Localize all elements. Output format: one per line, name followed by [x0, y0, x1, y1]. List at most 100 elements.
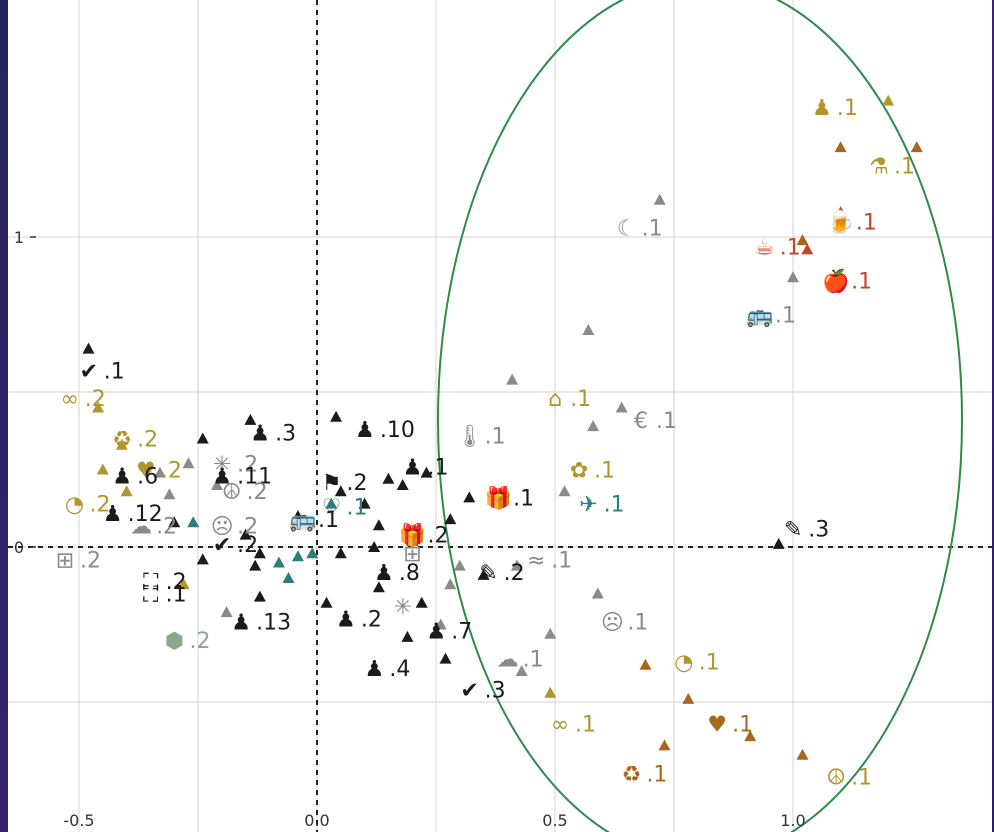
jar-icon: ⊞	[56, 548, 74, 573]
point-label: ☮ .2	[222, 480, 268, 505]
data-point	[463, 491, 476, 503]
point-label: ∞ .2	[61, 387, 106, 412]
data-points	[82, 94, 923, 760]
point-label-text: .1	[427, 455, 448, 480]
point-label: ♟ .3	[250, 421, 296, 446]
point-label: ◔ .1	[674, 651, 720, 676]
gift-icon: 🎁	[399, 523, 426, 549]
point-label-text: .2	[80, 548, 101, 573]
plot-panel	[8, 0, 992, 832]
data-point	[82, 342, 95, 354]
data-point	[96, 463, 109, 475]
point-labels: ♟ .1⚗ .1🍺 .1☕ .1🍎 .1🚌 .1☾ .1✔ .1∞ .2 ⌂ .1€ .1♻ .2 ♟ .3 ♟…	[56, 96, 915, 791]
data-point	[787, 271, 799, 283]
point-label-text: .2	[137, 428, 158, 453]
data-point	[244, 413, 257, 425]
point-label-text: .1	[594, 459, 615, 484]
data-point	[882, 94, 895, 106]
point-label: 🌡 .1	[456, 424, 506, 449]
heart-outline-icon: ♡	[322, 496, 342, 521]
data-point	[506, 373, 519, 385]
point-label: ⊞	[403, 542, 421, 567]
point-label-text: .1	[570, 387, 591, 412]
point-label: € .1	[634, 409, 677, 434]
data-point	[834, 141, 847, 153]
data-point	[772, 537, 785, 549]
point-label-text: .1	[837, 96, 858, 121]
data-point	[182, 457, 195, 469]
x-tick-label: -0.5	[63, 811, 94, 830]
data-point	[834, 206, 847, 218]
data-point	[582, 324, 595, 335]
moon-icon: ☾	[617, 217, 637, 242]
data-point	[153, 466, 166, 478]
data-point	[253, 590, 266, 602]
point-label-text: .1	[856, 211, 877, 236]
chess-pawn-icon: ♟	[812, 96, 832, 121]
data-point	[515, 665, 528, 676]
point-label: ⛶ .1	[143, 583, 187, 608]
point-label-text: .4	[389, 657, 410, 682]
point-label: ♥ .2	[136, 459, 182, 484]
sad-face-icon: ☹	[601, 610, 624, 635]
cloud-icon: ☁	[497, 648, 519, 673]
point-label-text: .7	[451, 620, 472, 645]
data-point	[291, 550, 304, 562]
cluster-outline	[437, 0, 963, 832]
data-point	[187, 516, 200, 528]
point-label-text: .2	[161, 459, 182, 484]
data-point	[406, 534, 419, 546]
point-label: 🎁 .1	[484, 485, 534, 511]
point-label: 🎁 .2	[399, 523, 449, 549]
point-label-text: .1	[551, 548, 572, 573]
x-tick-label: 1.0	[780, 811, 805, 830]
point-label-text: .1	[575, 713, 596, 738]
point-label-text: .1	[604, 493, 625, 518]
point-label-text: .1	[732, 713, 753, 738]
data-point	[239, 528, 252, 540]
point-label-text: .1	[642, 217, 663, 242]
data-point	[368, 541, 381, 552]
data-point	[639, 658, 652, 670]
point-label: ♟ .7	[426, 620, 472, 645]
point-label-text: .2	[85, 387, 106, 412]
point-label-text: .2	[237, 452, 258, 477]
y-tick-label: 0	[14, 538, 24, 557]
point-label-text: .10	[380, 418, 415, 443]
point-label-text: .2	[247, 480, 268, 505]
point-label: ♟ .1	[403, 455, 449, 480]
chess-pawn-icon: ♟	[355, 418, 375, 443]
data-point	[211, 479, 224, 490]
point-label: ⚗ .1	[869, 155, 915, 180]
point-label-text: .3	[485, 679, 506, 704]
recycle-icon: ♻	[112, 428, 132, 453]
point-label: ♟ .10	[355, 418, 415, 443]
chess-pawn-icon: ♟	[112, 465, 132, 490]
pen-icon: ✎	[479, 561, 497, 586]
point-label-text: .1	[780, 235, 801, 260]
point-label: ☹ .2	[211, 514, 258, 539]
data-point	[587, 420, 600, 432]
data-point	[372, 581, 385, 593]
point-label: ♟ .13	[231, 610, 291, 635]
heart-icon: ♥	[136, 459, 156, 484]
thermometer-icon: 🌡	[456, 424, 484, 449]
data-point	[558, 485, 571, 497]
point-label-text: .2	[90, 493, 111, 518]
chess-pawn-icon: ♟	[374, 561, 394, 586]
point-label: 🚌 .1	[289, 508, 339, 533]
chess-pawn-icon: ♟	[212, 465, 232, 490]
data-point	[325, 497, 338, 509]
data-point	[115, 438, 128, 450]
peace-icon: ☮	[222, 480, 242, 505]
network-icon: ⛶	[143, 583, 159, 608]
sparkle-icon: ✳	[213, 452, 231, 477]
wave-icon: ≈	[527, 548, 545, 573]
point-label: ☾ .1	[617, 217, 663, 242]
chess-pawn-icon: ♟	[336, 607, 356, 632]
point-label-text: .13	[256, 610, 291, 635]
point-label-text: .1	[627, 610, 648, 635]
data-point	[801, 243, 814, 255]
